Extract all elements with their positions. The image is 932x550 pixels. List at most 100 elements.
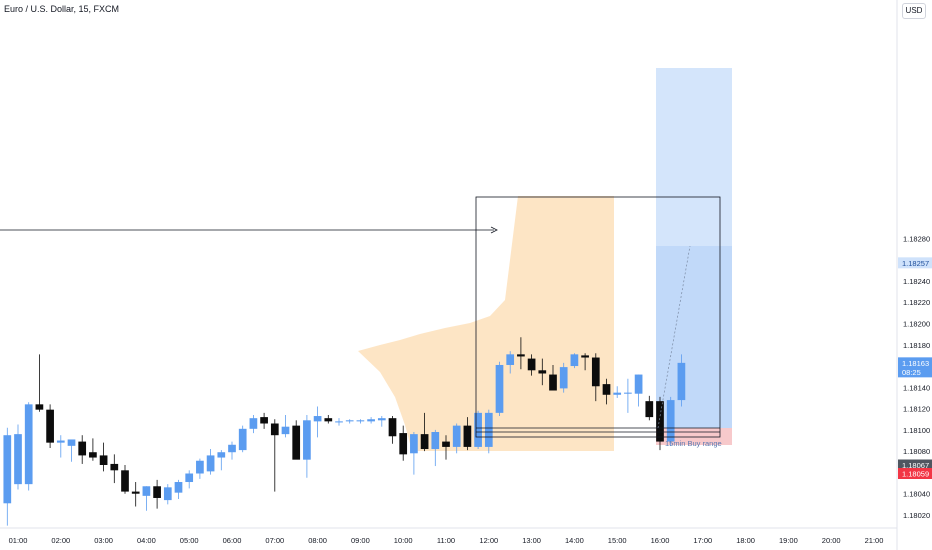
candle[interactable] — [324, 414, 333, 424]
price-tag: 1.18067 — [898, 459, 932, 471]
candle[interactable] — [228, 441, 236, 460]
candle[interactable] — [153, 479, 161, 509]
price-tag-bg — [898, 257, 932, 269]
candle[interactable] — [559, 362, 568, 393]
price-tag-bg — [898, 468, 932, 480]
candle[interactable] — [388, 416, 397, 444]
candle-body — [303, 420, 311, 460]
candle[interactable] — [613, 386, 622, 398]
candle[interactable] — [452, 423, 461, 454]
candle[interactable] — [56, 435, 65, 458]
candle-body — [131, 491, 140, 494]
target-zone-filled — [656, 246, 732, 428]
candle[interactable] — [527, 354, 536, 376]
candle[interactable] — [356, 419, 365, 424]
candle[interactable] — [24, 402, 33, 491]
candle-body — [613, 392, 622, 395]
candle[interactable] — [538, 358, 547, 386]
currency-button[interactable]: USD — [902, 3, 926, 19]
candle[interactable] — [442, 435, 450, 460]
candle[interactable] — [46, 404, 54, 448]
time-tick-label: 11:00 — [437, 536, 455, 545]
price-tick-label: 1.18280 — [903, 234, 930, 243]
time-tick-label: 19:00 — [779, 536, 798, 545]
candle[interactable] — [3, 427, 12, 526]
candle[interactable] — [121, 464, 129, 494]
candle[interactable] — [206, 449, 215, 475]
candle[interactable] — [666, 396, 675, 446]
candle[interactable] — [517, 337, 525, 370]
candle[interactable] — [377, 416, 386, 427]
symbol-title[interactable]: Euro / U.S. Dollar, 15, FXCM — [4, 4, 120, 14]
candle[interactable] — [78, 435, 87, 464]
price-tag-bg — [898, 357, 932, 378]
candle[interactable] — [345, 419, 354, 424]
candle[interactable] — [281, 414, 290, 438]
candle[interactable] — [67, 439, 76, 462]
price-tick-label: 1.18140 — [903, 383, 930, 392]
time-tick-label: 13:00 — [522, 536, 541, 545]
candle[interactable] — [602, 378, 611, 405]
candle[interactable] — [677, 354, 686, 407]
candle[interactable] — [292, 420, 301, 460]
candle[interactable] — [591, 353, 600, 402]
price-tick-label: 1.18040 — [903, 490, 930, 499]
candle[interactable] — [420, 412, 429, 452]
candle[interactable] — [142, 486, 151, 511]
candle[interactable] — [570, 353, 579, 369]
candle[interactable] — [656, 396, 664, 451]
range-box[interactable] — [475, 196, 721, 438]
buy-range-label: 15min Buy range — [665, 439, 722, 448]
candle-body — [313, 416, 322, 422]
candle-body — [463, 425, 472, 447]
candle-body — [270, 423, 279, 436]
time-tick-label: 08:00 — [308, 536, 327, 545]
candle[interactable] — [217, 450, 226, 471]
candle[interactable] — [463, 417, 472, 451]
candle-body — [645, 401, 654, 418]
candle-body — [174, 482, 183, 493]
candle-body — [142, 486, 151, 496]
candle[interactable] — [131, 482, 140, 507]
candle[interactable] — [110, 454, 119, 484]
time-tick-label: 16:00 — [651, 536, 670, 545]
candle[interactable] — [260, 412, 268, 429]
candle[interactable] — [196, 458, 204, 479]
price-tick-label: 1.18180 — [903, 341, 930, 350]
candle[interactable] — [313, 406, 322, 438]
candle[interactable] — [335, 418, 343, 426]
candle[interactable] — [410, 432, 418, 475]
candle[interactable] — [270, 419, 279, 492]
candle[interactable] — [474, 410, 482, 450]
candle-body — [377, 418, 386, 421]
candle[interactable] — [581, 353, 589, 371]
candle[interactable] — [399, 425, 408, 461]
candle[interactable] — [163, 484, 172, 505]
candle-body — [506, 354, 515, 365]
candle[interactable] — [624, 378, 632, 413]
candle[interactable] — [238, 425, 247, 453]
candle[interactable] — [249, 414, 258, 434]
candle-body — [388, 418, 397, 437]
candle-body — [89, 452, 97, 458]
candle[interactable] — [14, 424, 22, 490]
candle[interactable] — [185, 470, 194, 489]
candle[interactable] — [549, 364, 557, 391]
candle[interactable] — [645, 395, 654, 421]
candle[interactable] — [431, 429, 440, 467]
candle[interactable] — [99, 442, 108, 472]
candle[interactable] — [634, 374, 643, 407]
candle[interactable] — [174, 479, 183, 500]
candle[interactable] — [495, 361, 504, 417]
candle[interactable] — [484, 409, 493, 454]
candle[interactable] — [35, 354, 44, 412]
time-axis[interactable]: 01:00 02:00 03:00 04:00 05:00 06:00 07:00 08:00… — [0, 527, 897, 545]
candle-body — [324, 418, 333, 422]
candle[interactable] — [367, 417, 375, 424]
candle[interactable] — [303, 414, 311, 478]
candle-body — [517, 354, 525, 357]
candle[interactable] — [506, 351, 515, 374]
zones-layer — [358, 68, 732, 451]
candle[interactable] — [89, 438, 97, 461]
